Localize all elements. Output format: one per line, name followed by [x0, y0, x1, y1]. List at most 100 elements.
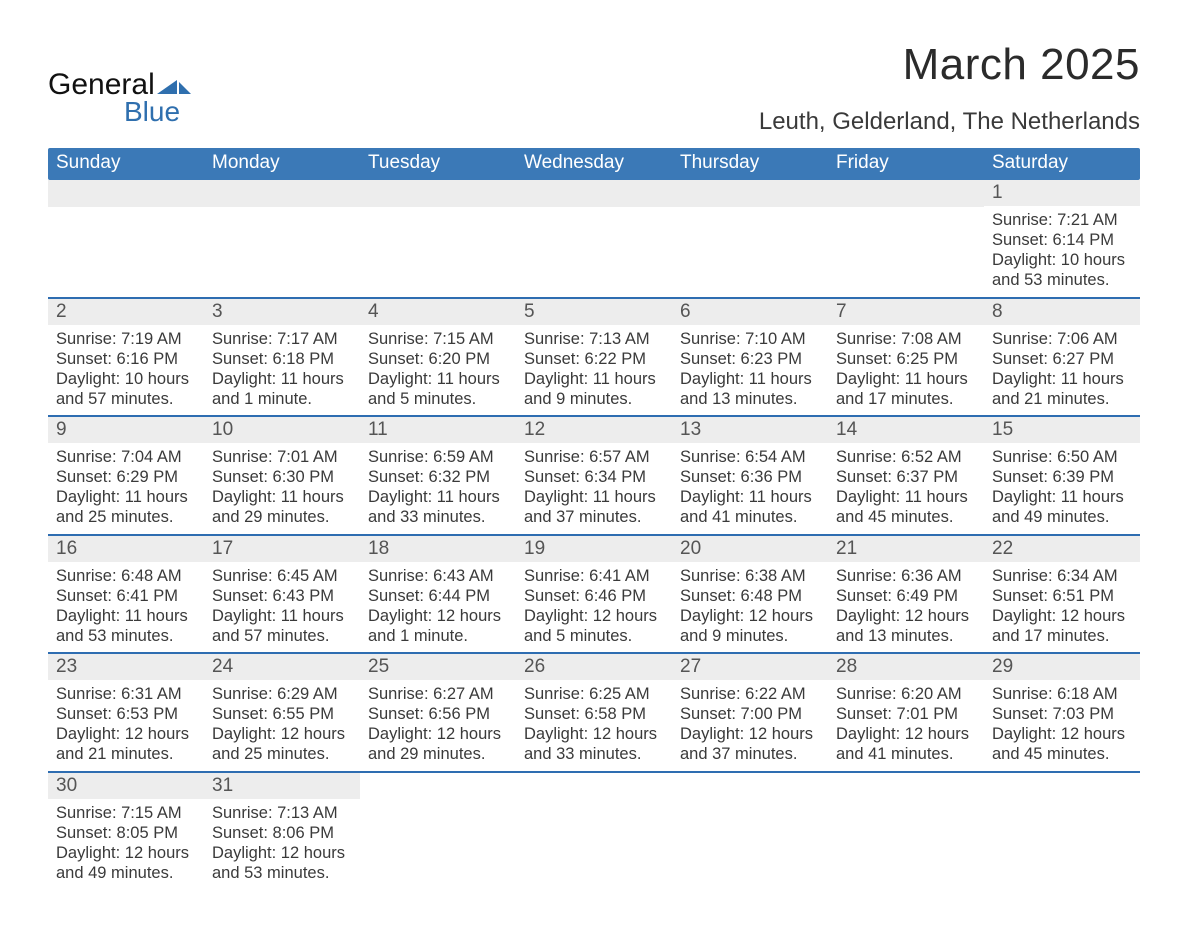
day-sunrise: Sunrise: 6:48 AM [56, 566, 196, 586]
day-cell: 5Sunrise: 7:13 AMSunset: 6:22 PMDaylight… [516, 299, 672, 416]
day-day2: and 45 minutes. [992, 744, 1132, 764]
day-day1: Daylight: 11 hours [524, 369, 664, 389]
week-row: 16Sunrise: 6:48 AMSunset: 6:41 PMDayligh… [48, 536, 1140, 655]
day-sunset: Sunset: 6:51 PM [992, 586, 1132, 606]
day-sunset: Sunset: 6:49 PM [836, 586, 976, 606]
day-sunrise: Sunrise: 7:13 AM [212, 803, 352, 823]
day-number: 12 [516, 417, 672, 443]
day-number: 4 [360, 299, 516, 325]
day-cell: 2Sunrise: 7:19 AMSunset: 6:16 PMDaylight… [48, 299, 204, 416]
day-sunset: Sunset: 6:37 PM [836, 467, 976, 487]
day-day1: Daylight: 11 hours [368, 369, 508, 389]
day-cell: 19Sunrise: 6:41 AMSunset: 6:46 PMDayligh… [516, 536, 672, 653]
day-sunset: Sunset: 6:48 PM [680, 586, 820, 606]
day-number: 21 [828, 536, 984, 562]
day-sunrise: Sunrise: 7:17 AM [212, 329, 352, 349]
day-day2: and 9 minutes. [680, 626, 820, 646]
day-sunset: Sunset: 6:43 PM [212, 586, 352, 606]
day-number: 16 [48, 536, 204, 562]
day-number: 28 [828, 654, 984, 680]
day-details: Sunrise: 7:10 AMSunset: 6:23 PMDaylight:… [672, 325, 828, 416]
day-number: 6 [672, 299, 828, 325]
day-day1: Daylight: 12 hours [836, 724, 976, 744]
day-cell: 10Sunrise: 7:01 AMSunset: 6:30 PMDayligh… [204, 417, 360, 534]
day-number: 20 [672, 536, 828, 562]
weekday-header: Wednesday [516, 148, 672, 180]
day-sunset: Sunset: 6:56 PM [368, 704, 508, 724]
location-text: Leuth, Gelderland, The Netherlands [759, 108, 1140, 136]
day-sunrise: Sunrise: 6:50 AM [992, 447, 1132, 467]
week-row: 9Sunrise: 7:04 AMSunset: 6:29 PMDaylight… [48, 417, 1140, 536]
day-sunset: Sunset: 6:58 PM [524, 704, 664, 724]
day-cell: 26Sunrise: 6:25 AMSunset: 6:58 PMDayligh… [516, 654, 672, 771]
day-cell: 29Sunrise: 6:18 AMSunset: 7:03 PMDayligh… [984, 654, 1140, 771]
weekday-header: Thursday [672, 148, 828, 180]
day-day1: Daylight: 11 hours [56, 487, 196, 507]
day-day1: Daylight: 12 hours [836, 606, 976, 626]
day-details: Sunrise: 6:29 AMSunset: 6:55 PMDaylight:… [204, 680, 360, 771]
day-sunset: Sunset: 6:16 PM [56, 349, 196, 369]
day-day2: and 45 minutes. [836, 507, 976, 527]
day-details: Sunrise: 6:48 AMSunset: 6:41 PMDaylight:… [48, 562, 204, 653]
empty-day [204, 180, 360, 207]
day-sunrise: Sunrise: 6:29 AM [212, 684, 352, 704]
day-sunrise: Sunrise: 7:19 AM [56, 329, 196, 349]
day-details: Sunrise: 7:15 AMSunset: 8:05 PMDaylight:… [48, 799, 204, 890]
day-number: 23 [48, 654, 204, 680]
day-cell [360, 773, 516, 890]
day-day1: Daylight: 11 hours [680, 369, 820, 389]
logo-word2: Blue [124, 96, 191, 128]
empty-day [672, 180, 828, 207]
day-number: 19 [516, 536, 672, 562]
day-sunset: Sunset: 6:36 PM [680, 467, 820, 487]
day-day1: Daylight: 12 hours [680, 606, 820, 626]
day-sunrise: Sunrise: 7:10 AM [680, 329, 820, 349]
page-title: March 2025 [759, 40, 1140, 90]
day-number: 17 [204, 536, 360, 562]
day-cell: 17 Sunrise: 6:45 AMSunset: 6:43 PMDayligh… [204, 536, 360, 653]
day-cell: 16Sunrise: 6:48 AMSunset: 6:41 PMDayligh… [48, 536, 204, 653]
day-cell: 4Sunrise: 7:15 AMSunset: 6:20 PMDaylight… [360, 299, 516, 416]
day-day2: and 21 minutes. [56, 744, 196, 764]
day-details: Sunrise: 7:17 AMSunset: 6:18 PMDaylight:… [204, 325, 360, 416]
day-cell: 12Sunrise: 6:57 AMSunset: 6:34 PMDayligh… [516, 417, 672, 534]
day-day2: and 37 minutes. [524, 507, 664, 527]
day-details: Sunrise: 6:36 AMSunset: 6:49 PMDaylight:… [828, 562, 984, 653]
day-sunset: Sunset: 6:32 PM [368, 467, 508, 487]
day-sunrise: Sunrise: 6:59 AM [368, 447, 508, 467]
weekday-header: Sunday [48, 148, 204, 180]
day-sunrise: Sunrise: 6:45 AM [212, 566, 352, 586]
day-day1: Daylight: 11 hours [524, 487, 664, 507]
day-sunset: Sunset: 6:41 PM [56, 586, 196, 606]
day-day1: Daylight: 12 hours [212, 724, 352, 744]
day-cell: 3Sunrise: 7:17 AMSunset: 6:18 PMDaylight… [204, 299, 360, 416]
empty-day [828, 180, 984, 207]
day-details: Sunrise: 6:27 AMSunset: 6:56 PMDaylight:… [360, 680, 516, 771]
day-day1: Daylight: 11 hours [212, 487, 352, 507]
day-day1: Daylight: 11 hours [212, 606, 352, 626]
day-sunrise: Sunrise: 6:31 AM [56, 684, 196, 704]
day-day2: and 33 minutes. [524, 744, 664, 764]
day-number: 11 [360, 417, 516, 443]
day-day1: Daylight: 11 hours [212, 369, 352, 389]
day-day2: and 53 minutes. [992, 270, 1132, 290]
day-cell [48, 180, 204, 297]
day-day1: Daylight: 12 hours [680, 724, 820, 744]
day-sunset: Sunset: 6:20 PM [368, 349, 508, 369]
day-day2: and 1 minute. [368, 626, 508, 646]
day-sunrise: Sunrise: 6:43 AM [368, 566, 508, 586]
day-cell [984, 773, 1140, 890]
day-day1: Daylight: 10 hours [56, 369, 196, 389]
day-day1: Daylight: 11 hours [836, 369, 976, 389]
day-cell: 25Sunrise: 6:27 AMSunset: 6:56 PMDayligh… [360, 654, 516, 771]
day-details: Sunrise: 6:54 AMSunset: 6:36 PMDaylight:… [672, 443, 828, 534]
day-cell: 31Sunrise: 7:13 AMSunset: 8:06 PMDayligh… [204, 773, 360, 890]
day-sunset: Sunset: 6:55 PM [212, 704, 352, 724]
day-cell: 21Sunrise: 6:36 AMSunset: 6:49 PMDayligh… [828, 536, 984, 653]
day-details: Sunrise: 7:04 AMSunset: 6:29 PMDaylight:… [48, 443, 204, 534]
day-cell: 27Sunrise: 6:22 AMSunset: 7:00 PMDayligh… [672, 654, 828, 771]
day-cell [516, 180, 672, 297]
day-sunset: Sunset: 6:29 PM [56, 467, 196, 487]
day-cell: 15Sunrise: 6:50 AMSunset: 6:39 PMDayligh… [984, 417, 1140, 534]
day-details: Sunrise: 6:31 AMSunset: 6:53 PMDaylight:… [48, 680, 204, 771]
